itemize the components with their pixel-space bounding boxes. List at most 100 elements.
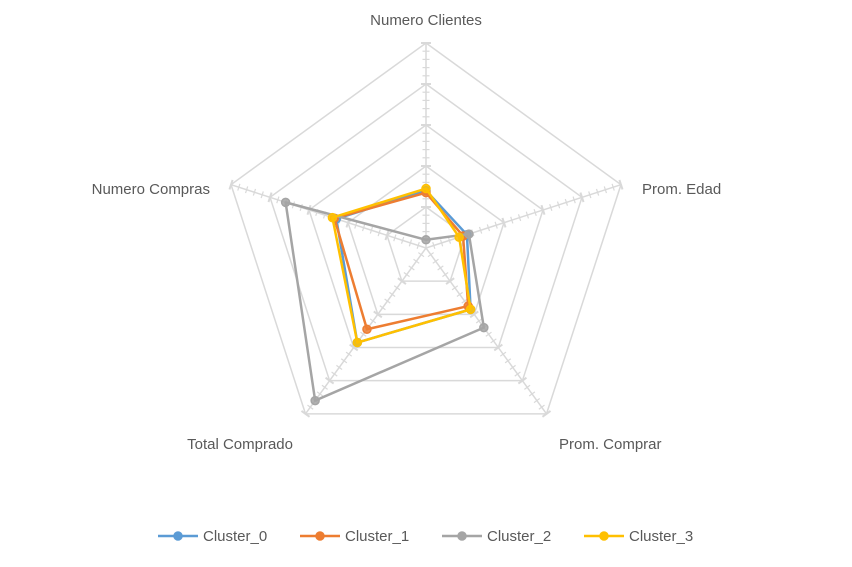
spoke-3-tick-22 (316, 391, 324, 397)
legend-item-cluster-1[interactable]: Cluster_1 (300, 528, 409, 545)
spoke-1-tick-1 (432, 241, 436, 249)
spoke-3-tick-5 (397, 277, 407, 285)
spoke-1-tick-21 (588, 191, 592, 199)
spoke-1-tick-13 (525, 211, 530, 219)
spoke-4-tick-23 (244, 186, 249, 194)
legend-item-cluster-2[interactable]: Cluster_2 (442, 528, 551, 545)
spoke-2-tick-16 (499, 351, 507, 357)
spoke-1-tick-17 (556, 201, 561, 209)
spoke-1-tick-16 (549, 203, 553, 211)
spoke-2-tick-4 (442, 271, 449, 278)
spoke-3-tick-20 (324, 376, 335, 385)
spoke-1-tick-24 (611, 183, 615, 191)
spoke-2-tick-13 (485, 331, 492, 337)
grid-ring-3 (308, 124, 544, 349)
spoke-4-tick-4 (393, 234, 397, 242)
spoke-1-tick-18 (564, 198, 569, 206)
legend-item-cluster-3[interactable]: Cluster_3 (584, 528, 693, 545)
axis-label-1: Prom. Edad (642, 181, 721, 198)
spoke-2-tick-7 (456, 291, 463, 297)
spoke-2-tick-3 (437, 265, 444, 271)
axis-label-4: Numero Compras (92, 181, 210, 198)
spoke-1-tick-15 (540, 204, 546, 216)
spoke-4-tick-15 (306, 204, 312, 216)
spoke-1-tick-3 (447, 236, 452, 244)
spoke-2-tick-19 (514, 371, 521, 377)
series-line-cluster-3 (331, 187, 472, 344)
spoke-3-tick-19 (331, 371, 338, 377)
spoke-1-tick-22 (595, 188, 600, 196)
spoke-2-tick-21 (524, 384, 531, 390)
spoke-2-tick-23 (533, 398, 541, 404)
spoke-3-tick-16 (345, 351, 353, 357)
series-point-cluster-2-3[interactable] (310, 395, 320, 406)
spoke-4-tick-9 (354, 221, 358, 229)
axis-label-2: Prom. Comprar (559, 436, 662, 453)
spoke-3-tick-13 (360, 331, 367, 337)
legend-label-cluster-0: Cluster_0 (203, 528, 267, 545)
radar-axis-labels: Numero Clientes Prom. Edad Prom. Comprar… (92, 12, 722, 453)
spoke-2-tick-5 (445, 277, 455, 285)
spoke-3-tick-21 (321, 384, 328, 390)
spoke-2-tick-18 (509, 364, 516, 370)
series-point-cluster-2-0[interactable] (421, 235, 431, 245)
spoke-1-tick-14 (533, 209, 537, 217)
spoke-2-tick-1 (427, 252, 435, 258)
spoke-4-tick-24 (237, 183, 241, 191)
spoke-3-tick-18 (336, 364, 343, 370)
series-point-cluster-2-4[interactable] (280, 197, 291, 208)
spoke-1-tick-10 (501, 217, 507, 228)
grid-ring-5 (230, 42, 622, 415)
spoke-4-tick-2 (408, 239, 413, 247)
spoke-2-tick-2 (432, 258, 439, 264)
spoke-2-tick-6 (451, 285, 459, 291)
spoke-2-tick-17 (504, 358, 512, 364)
spoke-2-tick-11 (475, 318, 483, 324)
spoke-4-tick-21 (260, 191, 264, 199)
spoke-4-tick-8 (361, 224, 366, 232)
grid-ring-2 (347, 165, 505, 316)
legend-item-cluster-0[interactable]: Cluster_0 (158, 528, 267, 545)
spoke-4-tick-20 (267, 192, 273, 203)
spoke-1-tick-25 (618, 179, 624, 190)
spoke-2-tick-25 (541, 410, 552, 418)
series-line-cluster-1 (333, 191, 470, 331)
legend-label-cluster-3: Cluster_3 (629, 528, 693, 545)
radar-grid (230, 42, 622, 415)
axis-label-3: Total Comprado (187, 436, 293, 453)
spoke-3-tick-3 (408, 265, 415, 271)
spoke-3-tick-4 (403, 271, 410, 278)
spoke-1-tick-19 (572, 196, 576, 204)
spoke-1-tick-7 (478, 226, 483, 234)
series-point-cluster-3-2[interactable] (465, 304, 476, 315)
radar-series (280, 183, 489, 406)
series-point-cluster-2-2[interactable] (479, 322, 489, 333)
series-point-cluster-3-3[interactable] (352, 337, 363, 348)
spoke-3-tick-15 (349, 343, 359, 352)
spoke-1-tick-23 (603, 186, 608, 194)
spoke-3-tick-10 (373, 310, 383, 319)
spoke-3-tick-9 (379, 305, 386, 311)
spoke-4-tick-3 (400, 236, 405, 244)
spoke-1-tick-9 (494, 221, 498, 229)
spoke-3-tick-7 (389, 291, 396, 297)
spoke-1-tick-11 (510, 216, 514, 224)
series-point-cluster-3-0[interactable] (421, 183, 431, 194)
spoke-4-tick-6 (377, 229, 381, 237)
series-point-cluster-3-4[interactable] (327, 212, 338, 223)
spoke-1-tick-12 (517, 214, 522, 222)
legend-label-cluster-1: Cluster_1 (345, 528, 409, 545)
axis-label-0: Numero Clientes (370, 12, 482, 29)
spoke-4-tick-22 (252, 188, 257, 196)
grid-ring-4 (269, 83, 583, 382)
spoke-3-tick-25 (300, 410, 311, 418)
spoke-4-tick-7 (369, 226, 374, 234)
spoke-2-tick-20 (517, 376, 528, 385)
series-point-cluster-2-1[interactable] (464, 229, 474, 239)
series-point-cluster-1-3[interactable] (362, 324, 372, 335)
spoke-1-tick-8 (486, 224, 491, 232)
series-point-cluster-3-1[interactable] (454, 232, 464, 242)
spoke-2-tick-22 (528, 391, 536, 397)
spoke-2-tick-15 (493, 343, 503, 352)
